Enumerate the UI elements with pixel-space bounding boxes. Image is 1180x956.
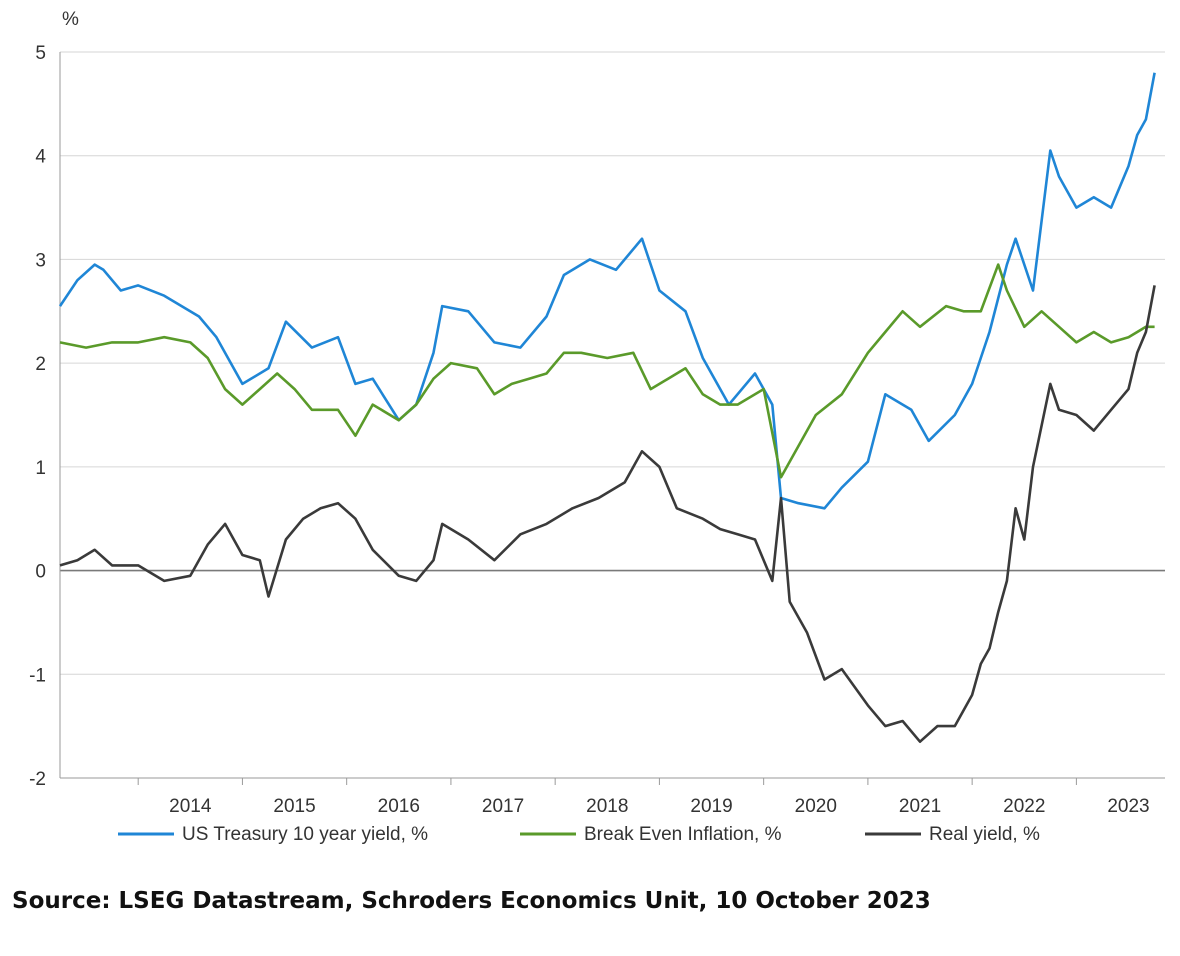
series-line-1	[59, 263, 1155, 479]
x-tick-label: 2015	[273, 796, 315, 817]
x-tick-label: 2020	[795, 796, 837, 817]
series-line-2	[59, 285, 1156, 744]
x-tick-label: 2016	[378, 796, 420, 817]
y-tick-label: 4	[35, 147, 46, 168]
x-tick-label: 2018	[586, 796, 628, 817]
x-tick-label: 2017	[482, 796, 524, 817]
series-line-0	[58, 72, 1156, 510]
y-tick-label: 5	[35, 43, 46, 64]
x-tick-label: 2023	[1107, 796, 1149, 817]
legend-label: Real yield, %	[929, 824, 1040, 845]
y-tick-label: 1	[35, 458, 46, 479]
gridlines	[59, 51, 1165, 779]
y-tick-label: -1	[29, 665, 46, 686]
source-note: Source: LSEG Datastream, Schroders Econo…	[12, 888, 931, 914]
x-tick-label: 2014	[169, 796, 212, 817]
legend-label: Break Even Inflation, %	[584, 824, 782, 845]
y-tick-label: -2	[29, 769, 46, 790]
y-axis-label: %	[62, 9, 79, 30]
x-tick-label: 2022	[1003, 796, 1045, 817]
y-tick-label: 2	[35, 354, 46, 375]
x-tick-label: 2021	[899, 796, 941, 817]
x-tick-label: 2019	[690, 796, 732, 817]
y-tick-label: 0	[35, 562, 46, 583]
y-tick-label: 3	[35, 250, 46, 271]
y-axis-ticks: -2 -1 0 1 2 3 4 5	[29, 43, 46, 790]
series-lines	[58, 72, 1156, 744]
legend-label: US Treasury 10 year yield, %	[182, 824, 428, 845]
legend: US Treasury 10 year yield, % Break Even I…	[118, 824, 1040, 845]
x-axis-ticks: 2014 2015 2016 2017 2018 2019 2020 2021 2022 2023	[137, 778, 1150, 817]
